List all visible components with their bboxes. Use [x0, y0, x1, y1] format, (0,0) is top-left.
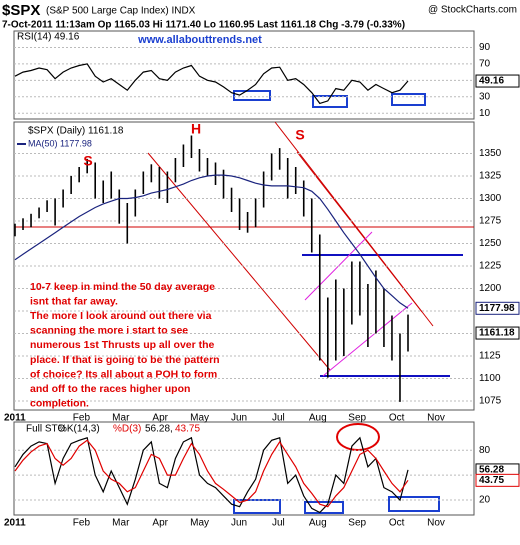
- y-tick-label: 70: [479, 59, 491, 70]
- pattern-label: S: [83, 153, 92, 169]
- x-tick-label: Aug: [309, 413, 327, 424]
- note-line: isnt that far away.: [30, 295, 118, 307]
- value-label: 56.28: [479, 465, 504, 476]
- circle: [336, 423, 380, 451]
- x-tick-label: May: [190, 413, 209, 424]
- line: [14, 439, 409, 508]
- note-line: numerous 1st Thrusts up all over the: [30, 339, 215, 351]
- legend-name: %D(3): [113, 424, 141, 435]
- y-tick-label: 1200: [479, 283, 502, 294]
- value-label: 1161.18: [479, 328, 515, 339]
- y-tick-label: 1250: [479, 238, 502, 249]
- legend-value: 43.75: [175, 424, 200, 435]
- value-box: [475, 301, 520, 315]
- box: [233, 90, 271, 101]
- pattern-label: H: [191, 121, 201, 137]
- trend-line: [147, 152, 331, 371]
- note-line: completion.: [30, 398, 89, 410]
- note-line: of choice? Its all about a POH to form: [30, 368, 217, 380]
- y-tick-label: 1325: [479, 171, 502, 182]
- box: [233, 499, 281, 514]
- panel-title: Full STO: [26, 424, 65, 435]
- x-tick-label: Jun: [231, 518, 247, 529]
- x-tick-label: Mar: [112, 413, 130, 424]
- y-tick-label: 1275: [479, 216, 502, 227]
- sto-panel: [13, 421, 475, 516]
- quote: 7-Oct-2011 11:13am Op 1165.03 Hi 1171.40…: [2, 20, 405, 31]
- panel-title: $SPX (Daily) 1161.18: [28, 126, 124, 137]
- value-label: 49.16: [479, 76, 504, 87]
- box: [312, 95, 348, 108]
- x-tick-label: Apr: [152, 413, 168, 424]
- legend-name: %K(14,3): [58, 424, 100, 435]
- y-tick-label: 1225: [479, 261, 502, 272]
- x-tick-label: Nov: [427, 413, 445, 424]
- y-tick-label: 1300: [479, 193, 502, 204]
- panel-title: RSI(14) 49.16: [17, 32, 80, 43]
- line: [14, 174, 409, 309]
- site: www.allabouttrends.net: [137, 34, 262, 46]
- x-tick-label: Jul: [272, 518, 285, 529]
- ma-label: MA(50) 1177.98: [28, 138, 92, 148]
- line: [14, 436, 409, 514]
- source: @ StockCharts.com: [428, 5, 517, 16]
- x-tick-label: Nov: [427, 518, 445, 529]
- y-tick-label: 20: [479, 495, 491, 506]
- x-tick-label: Apr: [152, 518, 168, 529]
- legend-value: 56.28,: [145, 424, 173, 435]
- pattern-label: S: [295, 127, 304, 143]
- symbol: $SPX: [2, 2, 40, 19]
- box: [388, 496, 440, 512]
- y-tick-label: 30: [479, 91, 491, 102]
- y-tick-label: 10: [479, 108, 491, 119]
- value-label: 43.75: [479, 475, 504, 486]
- box: [391, 93, 426, 106]
- note-line: place. If that is going to be the patter…: [30, 354, 220, 366]
- value-label: 1177.98: [479, 303, 515, 314]
- x-tick-label: 2011: [4, 413, 26, 424]
- x-tick-label: May: [190, 518, 209, 529]
- y-tick-label: 1075: [479, 396, 502, 407]
- x-tick-label: Jun: [231, 413, 247, 424]
- line: [14, 63, 409, 105]
- x-tick-label: 2011: [4, 518, 26, 529]
- y-tick-label: 80: [479, 445, 491, 456]
- note-line: and off to the races higher upon: [30, 383, 190, 395]
- x-tick-label: Oct: [389, 518, 405, 529]
- note-line: The more I look around out there via: [30, 310, 212, 322]
- y-tick-label: 90: [479, 42, 491, 53]
- x-tick-label: Sep: [348, 518, 366, 529]
- x-tick-label: Oct: [389, 413, 405, 424]
- value-box: [475, 74, 520, 88]
- x-tick-label: Jul: [272, 413, 285, 424]
- x-tick-label: Aug: [309, 518, 327, 529]
- note-line: 10-7 keep in mind the 50 day average: [30, 281, 215, 293]
- y-tick-label: 1350: [479, 148, 502, 159]
- value-box: [475, 326, 520, 340]
- x-tick-label: Feb: [73, 518, 91, 529]
- rsi-panel: [13, 30, 475, 120]
- index-name: (S&P 500 Large Cap Index) INDX: [46, 6, 196, 17]
- y-tick-label: 1125: [479, 351, 501, 362]
- x-tick-label: Mar: [112, 518, 130, 529]
- box: [304, 501, 344, 514]
- value-box: [475, 473, 520, 487]
- x-tick-label: Feb: [73, 413, 91, 424]
- trend-lines: [14, 121, 474, 377]
- x-tick-label: Sep: [348, 413, 366, 424]
- trend-line: [296, 151, 423, 313]
- y-tick-label: 1100: [479, 373, 501, 384]
- note-line: scanning the more i start to see: [30, 325, 188, 337]
